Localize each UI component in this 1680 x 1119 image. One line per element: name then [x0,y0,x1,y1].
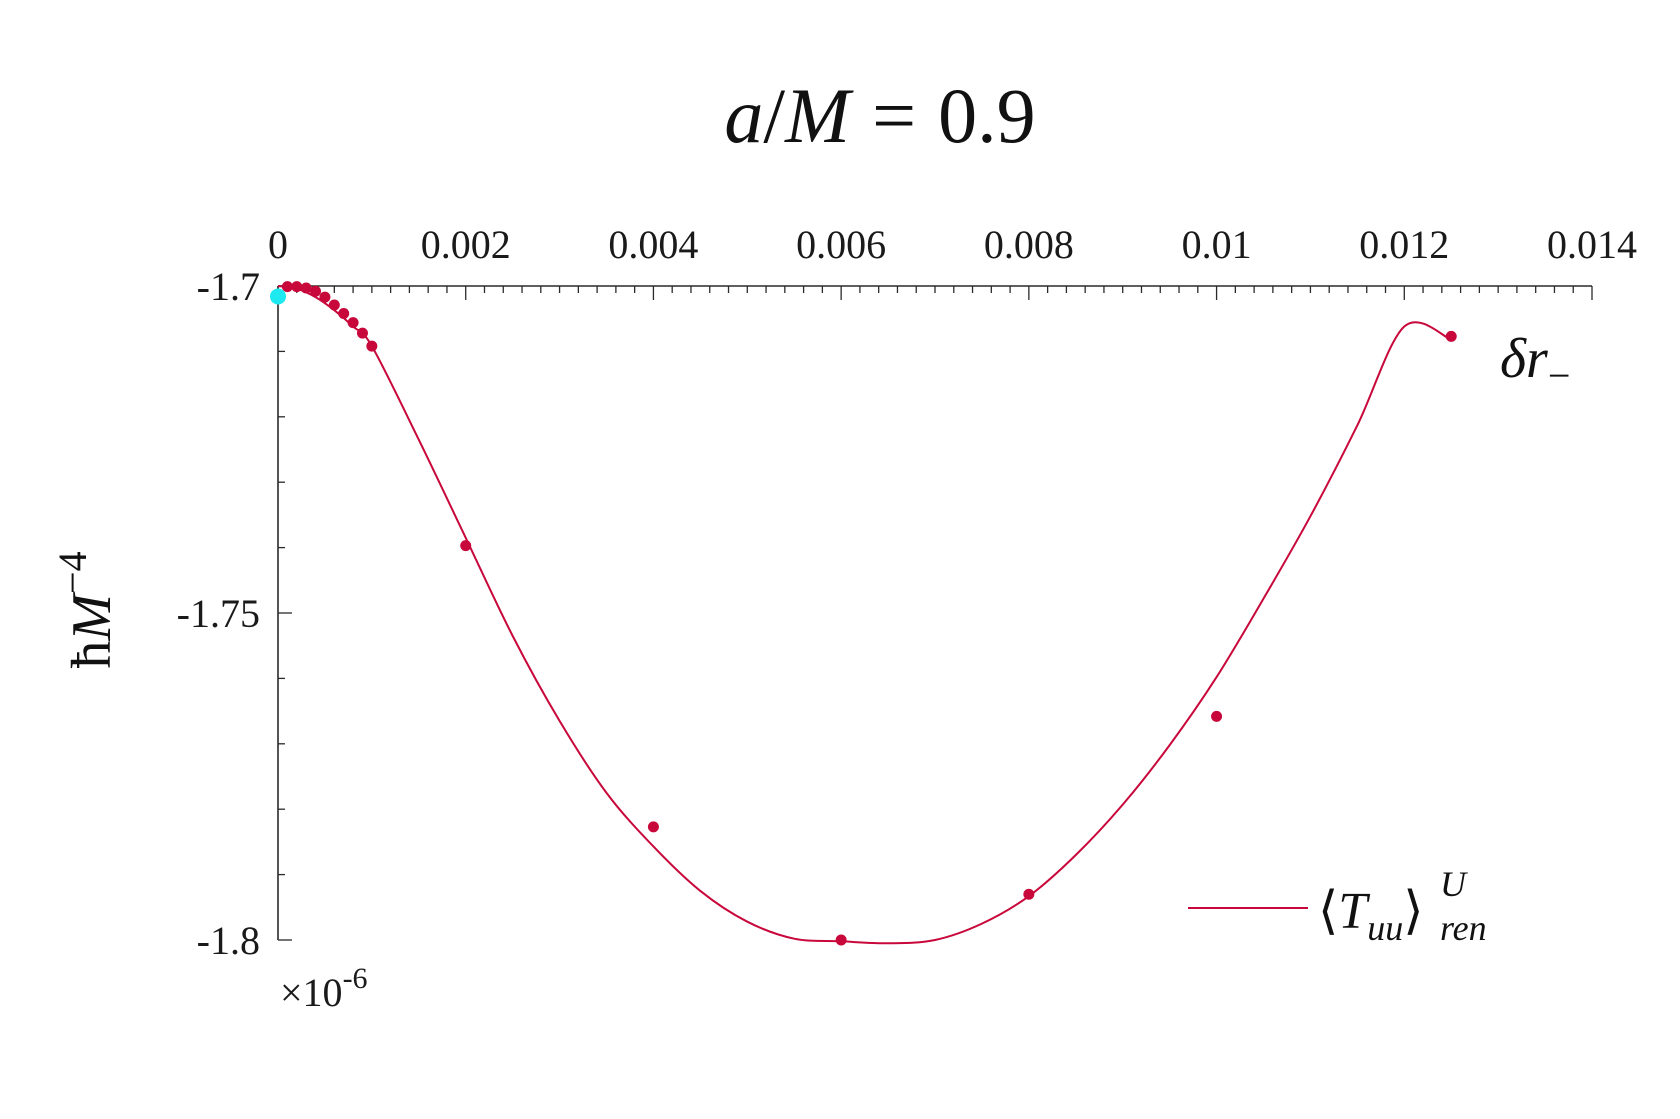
data-point [1211,710,1223,722]
data-point [647,821,659,833]
data-point [1445,330,1457,342]
x-tick-label: 0.008 [984,222,1074,267]
title-eq: = [872,72,916,159]
x-axis-label-main: δr [1500,328,1548,390]
y-axis-label-M: M [61,591,123,642]
x-tick-label: 0.002 [421,222,511,267]
y-scale-factor: ×10-6 [280,962,368,1015]
highlight-point [270,288,286,305]
x-tick-label: 0.014 [1547,222,1637,267]
data-point [319,291,331,303]
data-point [347,317,359,329]
legend-sub: uu [1367,908,1403,948]
legend-close: ⟩ [1403,883,1423,940]
x-tick-label: 0.004 [608,222,698,267]
series-line [277,285,1452,945]
x-tick-label: 0.01 [1182,222,1252,267]
data-point [338,307,350,319]
axes [277,285,1592,940]
y-axis-label-hbar: ħ [61,641,123,669]
data-point [366,340,378,352]
x-axis-label: δr− [1500,328,1570,398]
series-points [281,281,1457,946]
data-point [835,934,847,946]
x-tick-label: 0.006 [796,222,886,267]
data-point [300,282,312,294]
legend-sup: U [1440,864,1468,904]
y-ticks: -1.7 -1.75 -1.8 [177,264,292,963]
title-M: M [784,72,854,159]
data-point [1023,888,1035,900]
data-point [356,327,368,339]
title-slash: / [763,72,785,159]
data-point [291,281,303,293]
legend-open: ⟨ [1318,883,1338,940]
y-tick-label: -1.7 [197,264,260,309]
chart-title: a/M = 0.9 [724,72,1035,159]
y-axis-label: ħM−4 [50,551,123,668]
legend: ⟨Tuu⟩ U ren [1188,864,1487,948]
title-value: 0.9 [938,72,1036,159]
data-point [460,540,472,552]
y-tick-label: -1.75 [177,591,260,636]
data-point [310,285,322,297]
legend-label: ⟨Tuu⟩ [1318,883,1424,948]
data-point [328,299,340,311]
y-tick-label: -1.8 [197,918,260,963]
x-axis-label-sub: − [1548,353,1571,398]
legend-subren: ren [1440,908,1487,948]
x-ticks: 0 0.002 0.004 0.006 0.008 0.01 0.012 0.014 [268,222,1637,300]
title-a: a [724,72,763,159]
y-axis-label-exp: −4 [50,551,95,594]
y-scale-times: ×10 [280,970,343,1015]
data-point [281,281,293,293]
legend-T: T [1338,883,1370,940]
x-tick-label: 0.012 [1359,222,1449,267]
y-scale-exp: -6 [343,962,368,995]
x-tick-label: 0 [268,222,288,267]
